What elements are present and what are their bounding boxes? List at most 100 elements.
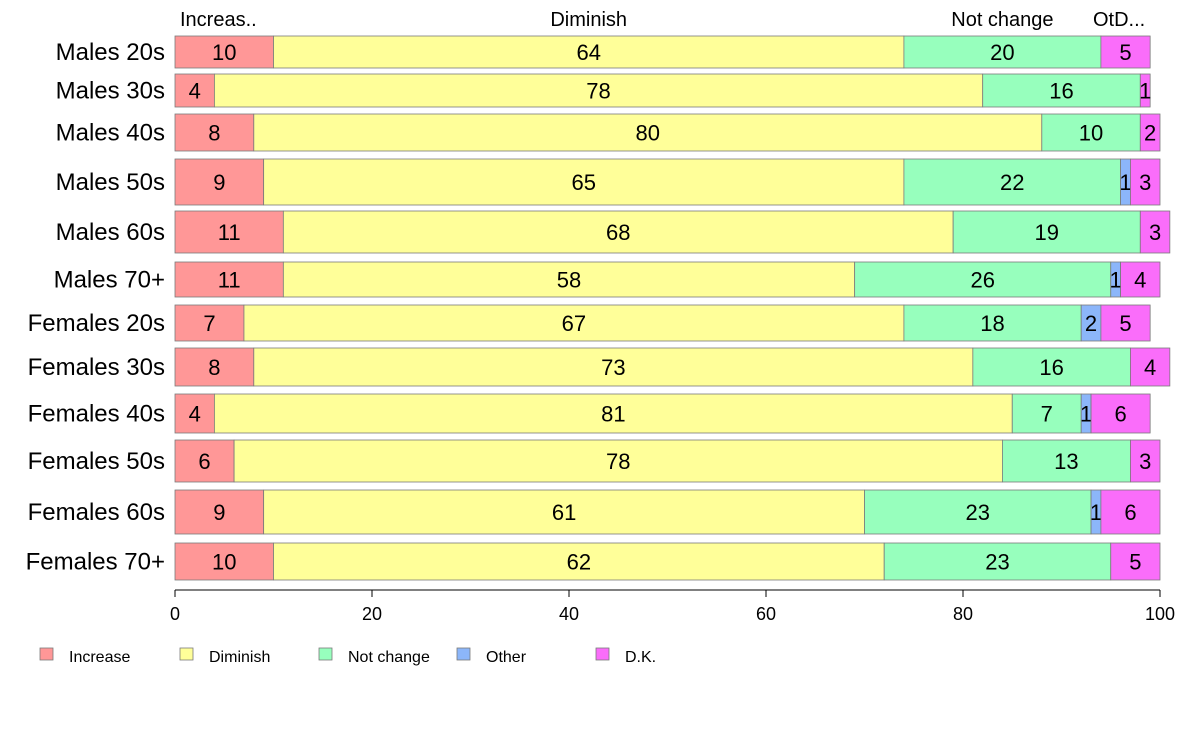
- data-label: 4: [1134, 268, 1146, 293]
- bar-segment: [903, 304, 1082, 342]
- category-label: Females 60s: [28, 499, 165, 526]
- bar-segment: [1002, 439, 1131, 483]
- category-label: Females 40s: [28, 401, 165, 428]
- bar-segment: [174, 439, 235, 483]
- data-label: 78: [586, 79, 610, 104]
- bar-segment: [854, 261, 1112, 298]
- data-label: 1: [1139, 79, 1151, 104]
- category-label: Females 20s: [28, 310, 165, 337]
- bar-segment: [282, 261, 856, 298]
- column-header-label: Diminish: [550, 9, 627, 31]
- data-label: 1: [1090, 500, 1102, 525]
- data-label: 7: [203, 311, 215, 336]
- bar-segment: [1041, 113, 1141, 152]
- bar-segment: [174, 35, 274, 69]
- data-label: 23: [966, 500, 990, 525]
- bar-segment: [1100, 489, 1161, 535]
- bar-segment: [263, 489, 865, 535]
- data-label: 1: [1119, 170, 1131, 195]
- data-label: 61: [552, 500, 576, 525]
- legend-label: Increase: [69, 649, 130, 666]
- bar-segment: [1139, 210, 1171, 254]
- data-label: 73: [601, 355, 625, 380]
- legend-label: Diminish: [209, 649, 270, 666]
- data-label: 23: [985, 550, 1009, 575]
- legend-swatch: [179, 647, 194, 661]
- data-label: 81: [601, 402, 625, 427]
- bar-segment: [213, 393, 1013, 434]
- bar-segment: [174, 489, 265, 535]
- data-label: 3: [1149, 220, 1161, 245]
- legend-swatch: [39, 647, 54, 661]
- bar-segment: [1011, 393, 1082, 434]
- data-label: 67: [562, 311, 586, 336]
- category-label: Males 40s: [56, 120, 165, 147]
- data-label: 58: [557, 268, 581, 293]
- legend-swatch: [595, 647, 610, 661]
- bar-segment: [174, 73, 215, 108]
- column-header-label: Increas..: [180, 9, 257, 31]
- data-label: 78: [606, 449, 630, 474]
- data-label: 3: [1139, 170, 1151, 195]
- bar-segment: [1090, 393, 1151, 434]
- data-label: 65: [572, 170, 596, 195]
- bar-segment: [174, 393, 215, 434]
- data-label: 22: [1000, 170, 1024, 195]
- bar-segment: [273, 542, 885, 581]
- bar-segment: [174, 304, 245, 342]
- legend-label: Not change: [348, 649, 430, 666]
- data-label: 10: [1079, 121, 1103, 146]
- data-label: 10: [212, 550, 236, 575]
- data-label: 11: [218, 220, 241, 245]
- bar-segment: [233, 439, 1003, 483]
- bar-segment: [1130, 158, 1161, 206]
- data-label: 2: [1144, 121, 1156, 146]
- data-label: 6: [1114, 402, 1126, 427]
- bar-segment: [1139, 73, 1151, 108]
- data-label: 62: [567, 550, 591, 575]
- data-label: 8: [208, 355, 220, 380]
- bar-segment: [174, 210, 284, 254]
- bar-segment: [174, 113, 255, 152]
- x-tick-label: 20: [362, 604, 382, 624]
- data-label: 10: [212, 40, 236, 65]
- data-label: 8: [208, 121, 220, 146]
- bar-segment: [253, 113, 1043, 152]
- data-label: 3: [1139, 449, 1151, 474]
- category-label: Males 20s: [56, 39, 165, 66]
- data-label: 5: [1119, 311, 1131, 336]
- x-tick-label: 40: [559, 604, 579, 624]
- bar-segment: [243, 304, 905, 342]
- data-label: 26: [970, 268, 994, 293]
- legend-swatch: [318, 647, 333, 661]
- data-label: 16: [1049, 79, 1073, 104]
- category-label: Males 70+: [54, 267, 165, 294]
- category-label: Females 50s: [28, 448, 165, 475]
- data-label: 18: [980, 311, 1004, 336]
- bar-segment: [174, 158, 265, 206]
- data-label: 5: [1129, 550, 1141, 575]
- data-label: 19: [1034, 220, 1058, 245]
- bar-segment: [282, 210, 954, 254]
- data-label: 6: [1124, 500, 1136, 525]
- bar-segment: [1110, 542, 1161, 581]
- data-label: 1: [1110, 268, 1122, 293]
- bar-segment: [903, 35, 1102, 69]
- data-label: 13: [1054, 449, 1078, 474]
- data-label: 64: [576, 40, 600, 65]
- bar-segment: [1139, 113, 1161, 152]
- data-label: 6: [198, 449, 210, 474]
- data-label: 9: [213, 500, 225, 525]
- data-label: 5: [1119, 40, 1131, 65]
- data-label: 7: [1041, 402, 1053, 427]
- data-label: 80: [636, 121, 660, 146]
- bar-segment: [1130, 347, 1171, 387]
- x-tick-label: 60: [756, 604, 776, 624]
- category-label: Females 70+: [26, 549, 165, 576]
- category-label: Females 30s: [28, 354, 165, 381]
- bar-segment: [1120, 261, 1161, 298]
- bar-segment: [883, 542, 1112, 581]
- data-label: 4: [1144, 355, 1156, 380]
